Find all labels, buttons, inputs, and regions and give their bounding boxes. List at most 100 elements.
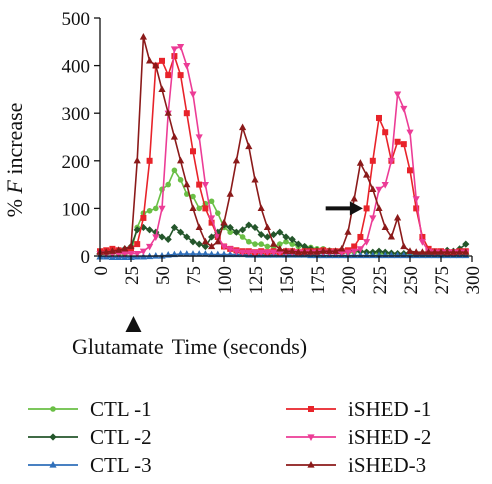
- data-point-ctl-2: [263, 233, 271, 241]
- data-point-ished-3: [115, 246, 123, 253]
- data-point-ished-2: [226, 246, 234, 253]
- data-point-ished-2: [239, 249, 247, 257]
- data-point-ctl-2: [208, 233, 216, 241]
- data-point-ctl-3: [183, 250, 191, 257]
- legend-label: CTL -2: [90, 425, 152, 449]
- legend-label: iSHED -2: [348, 425, 431, 449]
- legend-label: iSHED -1: [348, 397, 431, 421]
- data-point-ished-3: [412, 248, 420, 255]
- data-point-ished-3: [418, 248, 426, 255]
- data-point-ished-2: [263, 249, 271, 257]
- series-line-ished-1: [99, 55, 466, 253]
- data-point-ished-3: [257, 204, 265, 211]
- legend-label: iSHED-3: [348, 453, 426, 477]
- data-point-ctl-2: [276, 228, 284, 236]
- legend-swatch-marker: [50, 406, 56, 412]
- x-tick-label: 125: [246, 266, 267, 295]
- data-point-ished-3: [282, 247, 290, 254]
- data-point-ished-3: [431, 248, 439, 255]
- data-point-ished-3: [294, 248, 302, 255]
- y-tick-label: 0: [81, 247, 91, 268]
- x-tick-label: 200: [339, 266, 360, 295]
- data-point-ished-3: [400, 242, 408, 250]
- x-tick-label: 225: [370, 266, 391, 295]
- data-point-ished-1: [369, 157, 376, 164]
- data-point-ctl-2: [146, 226, 154, 234]
- data-point-ished-2: [177, 43, 185, 51]
- y-axis-label: % F increase: [2, 103, 27, 218]
- data-point-ctl-2: [177, 228, 185, 236]
- data-point-ished-3: [325, 247, 333, 254]
- y-tick-label: 100: [62, 199, 91, 220]
- data-point-ished-3: [375, 204, 383, 211]
- data-point-ished-1: [202, 205, 209, 212]
- data-point-ctl-2: [170, 223, 178, 232]
- data-point-ished-3: [189, 204, 197, 211]
- data-point-ctl-2: [294, 240, 302, 248]
- data-point-ished-1: [146, 157, 153, 164]
- data-point-ctl-1: [283, 238, 289, 245]
- data-point-ctl-1: [190, 193, 196, 200]
- x-tick-label: 250: [401, 266, 422, 295]
- data-point-ished-3: [381, 223, 389, 231]
- data-point-ctl-2: [183, 233, 191, 241]
- data-point-ished-2: [170, 46, 178, 53]
- data-point-ished-2: [251, 249, 259, 257]
- data-point-ctl-3: [195, 250, 203, 257]
- data-point-ctl-1: [208, 198, 215, 205]
- data-point-ished-3: [387, 232, 395, 240]
- data-point-ctl-1: [277, 241, 283, 247]
- data-point-ished-1: [351, 243, 358, 250]
- data-point-ished-3: [462, 248, 470, 255]
- data-point-ished-3: [425, 248, 433, 255]
- data-point-ished-3: [363, 171, 371, 178]
- data-point-ished-2: [195, 134, 203, 141]
- data-point-ished-1: [134, 241, 141, 248]
- data-point-ished-2: [387, 158, 395, 165]
- data-point-ished-2: [208, 215, 216, 222]
- data-point-ished-3: [214, 237, 222, 245]
- legend-label: CTL -1: [90, 397, 152, 421]
- data-point-ished-1: [165, 72, 172, 79]
- data-point-ished-2: [220, 243, 228, 251]
- axes-layer: [99, 18, 472, 257]
- data-point-ished-3: [301, 248, 309, 255]
- arrow-annotation: [325, 201, 363, 216]
- data-point-ished-3: [276, 244, 284, 252]
- legend-swatch-marker: [308, 406, 314, 412]
- legend-label: CTL -3: [90, 453, 152, 477]
- data-point-ished-2: [245, 249, 253, 257]
- data-point-ished-2: [146, 243, 154, 251]
- data-point-ished-2: [232, 248, 240, 256]
- data-point-ished-1: [394, 138, 401, 145]
- data-point-ished-2: [406, 129, 414, 137]
- data-point-ished-3: [307, 248, 315, 255]
- data-point-ished-3: [108, 247, 116, 254]
- data-point-ished-2: [139, 248, 147, 256]
- x-tick-label: 150: [277, 266, 298, 295]
- data-point-ished-3: [369, 185, 377, 192]
- data-point-ished-3: [195, 223, 203, 231]
- data-point-ished-2: [158, 205, 166, 213]
- data-point-ctl-2: [245, 221, 253, 229]
- data-point-ished-1: [177, 72, 184, 79]
- data-point-ctl-1: [146, 207, 153, 214]
- y-tick-label: 200: [62, 152, 91, 173]
- data-point-ished-3: [170, 133, 178, 140]
- data-point-ished-3: [443, 248, 451, 255]
- data-point-ctl-2: [257, 230, 265, 239]
- series-layer: [96, 33, 470, 261]
- data-point-ished-3: [251, 175, 259, 183]
- data-point-ished-2: [350, 248, 358, 256]
- data-point-ctl-1: [264, 243, 271, 250]
- data-point-ished-3: [121, 244, 129, 252]
- data-point-ctl-1: [258, 241, 265, 247]
- data-point-ctl-1: [153, 205, 159, 212]
- data-point-ctl-1: [171, 167, 178, 174]
- x-tick-label: 25: [122, 266, 143, 285]
- x-tick-label: 300: [463, 266, 484, 295]
- data-point-ctl-2: [158, 233, 166, 241]
- data-point-ctl-2: [375, 247, 383, 255]
